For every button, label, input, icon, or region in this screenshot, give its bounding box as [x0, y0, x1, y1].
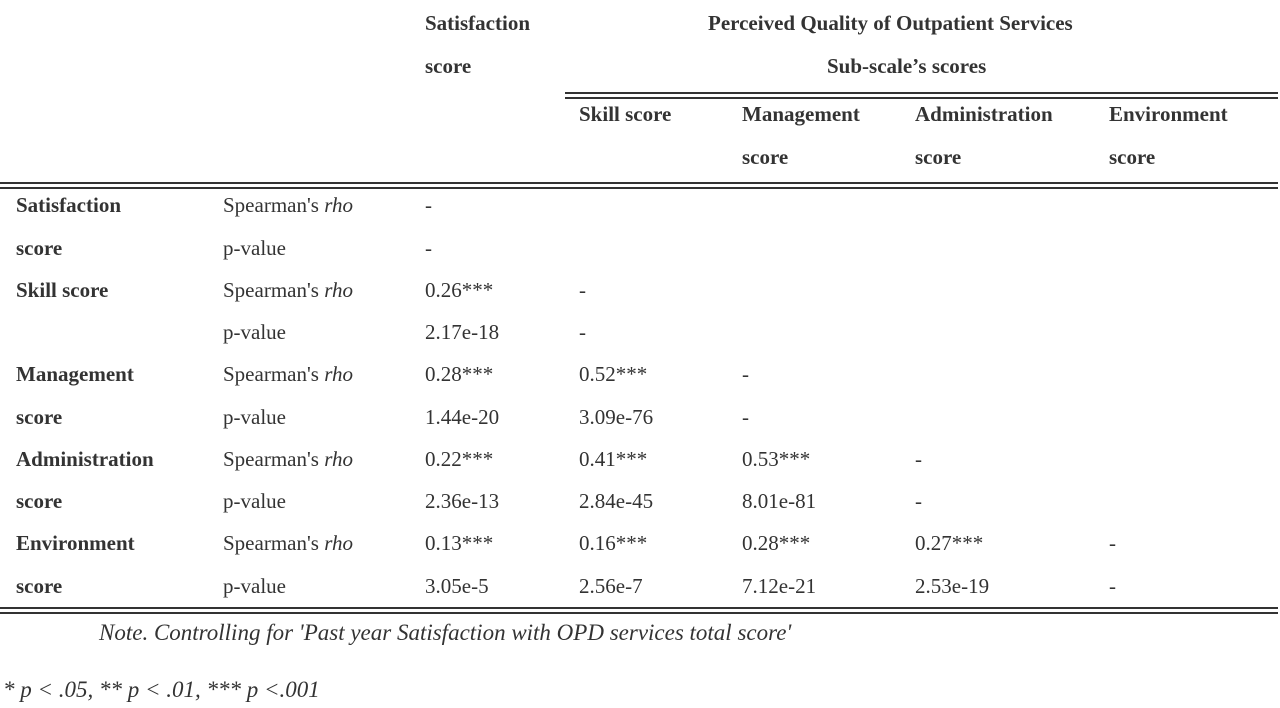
row-label-management-line2: score: [16, 405, 63, 429]
cell-value: -: [915, 489, 922, 513]
significance-note: * p < .05, ** p < .01, *** p <.001: [3, 677, 320, 702]
header-col-administration-line1: Administration: [915, 102, 1053, 126]
cell-value: 0.13***: [425, 531, 494, 555]
cell-value: -: [579, 278, 586, 302]
header-group-title: Perceived Quality of Outpatient Services: [708, 11, 1073, 35]
cell-value: -: [579, 320, 586, 344]
table-bottom-rule-top: [0, 607, 1278, 609]
row-label-administration-line2: score: [16, 489, 63, 513]
cell-value: 0.53***: [742, 447, 811, 471]
stat-label-pvalue: p-value: [223, 320, 286, 344]
header-satisfaction-line1: Satisfaction: [425, 11, 530, 35]
row-label-satisfaction-line1: Satisfaction: [16, 193, 121, 217]
row-label-environment-line1: Environment: [16, 531, 135, 555]
header-col-environment-line2: score: [1109, 145, 1156, 169]
cell-value: 0.22***: [425, 447, 494, 471]
cell-value: 0.28***: [742, 531, 811, 555]
subheader-rule-top: [565, 92, 1278, 94]
header-col-management-line1: Management: [742, 102, 860, 126]
stat-label-rho: Spearman's rho: [223, 193, 353, 217]
cell-value: 2.36e-13: [425, 489, 500, 513]
header-col-environment-line1: Environment: [1109, 102, 1228, 126]
header-rule-top: [0, 182, 1278, 184]
cell-value: 0.41***: [579, 447, 648, 471]
row-label-management-line1: Management: [16, 362, 134, 386]
cell-value: 2.17e-18: [425, 320, 500, 344]
table-note: Note. Controlling for 'Past year Satisfa…: [99, 620, 792, 645]
stat-label-pvalue: p-value: [223, 489, 286, 513]
stat-label-rho: Spearman's rho: [223, 278, 353, 302]
cell-value: 0.16***: [579, 531, 648, 555]
cell-value: 0.26***: [425, 278, 494, 302]
subheader-rule-bottom: [565, 97, 1278, 99]
cell-value: 0.27***: [915, 531, 984, 555]
cell-value: -: [425, 193, 432, 217]
header-group-subtitle: Sub-scale’s scores: [827, 54, 987, 78]
row-label-administration-line1: Administration: [16, 447, 154, 471]
cell-value: -: [425, 236, 432, 260]
cell-value: -: [915, 447, 922, 471]
row-label-environment-line2: score: [16, 574, 63, 598]
cell-value: 3.09e-76: [579, 405, 654, 429]
cell-value: 1.44e-20: [425, 405, 500, 429]
cell-value: 0.28***: [425, 362, 494, 386]
cell-value: 7.12e-21: [742, 574, 817, 598]
cell-value: 3.05e-5: [425, 574, 489, 598]
cell-value: 8.01e-81: [742, 489, 817, 513]
table-bottom-rule-bottom: [0, 612, 1278, 614]
cell-value: -: [742, 405, 749, 429]
stat-label-pvalue: p-value: [223, 405, 286, 429]
cell-value: -: [1109, 531, 1116, 555]
row-label-skill: Skill score: [16, 278, 109, 302]
stat-label-rho: Spearman's rho: [223, 531, 353, 555]
cell-value: 2.53e-19: [915, 574, 990, 598]
header-col-administration-line2: score: [915, 145, 962, 169]
cell-value: -: [1109, 574, 1116, 598]
row-label-satisfaction-line2: score: [16, 236, 63, 260]
header-rule-bottom: [0, 187, 1278, 189]
stat-label-rho: Spearman's rho: [223, 362, 353, 386]
cell-value: 0.52***: [579, 362, 648, 386]
cell-value: 2.56e-7: [579, 574, 643, 598]
header-satisfaction-line2: score: [425, 54, 472, 78]
cell-value: -: [742, 362, 749, 386]
header-col-management-line2: score: [742, 145, 789, 169]
stat-label-rho: Spearman's rho: [223, 447, 353, 471]
stat-label-pvalue: p-value: [223, 574, 286, 598]
cell-value: 2.84e-45: [579, 489, 654, 513]
stat-label-pvalue: p-value: [223, 236, 286, 260]
header-col-skill-line1: Skill score: [579, 102, 672, 126]
